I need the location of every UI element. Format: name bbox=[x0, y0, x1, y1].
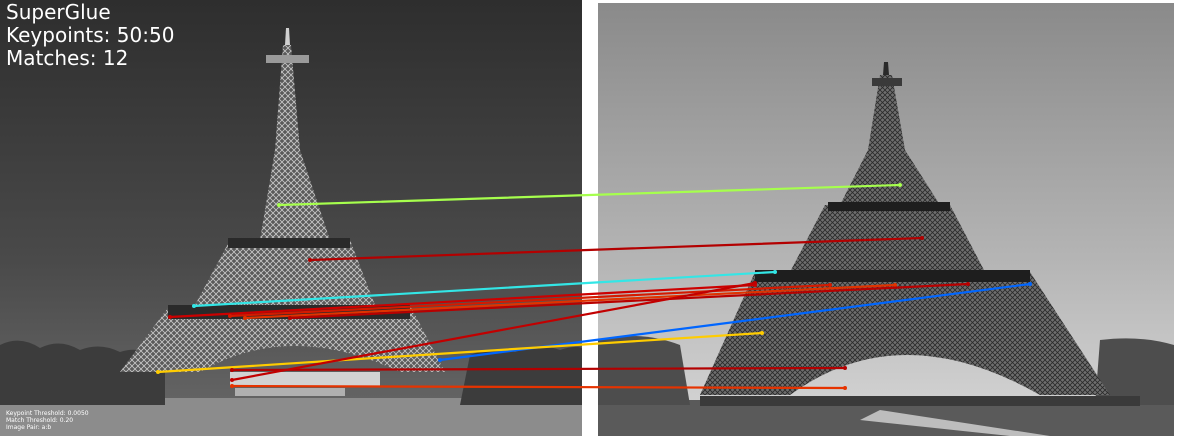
left-keypoint bbox=[228, 314, 232, 318]
match-line bbox=[192, 270, 777, 308]
match-line bbox=[230, 366, 847, 372]
left-keypoint bbox=[277, 203, 281, 207]
match-line bbox=[228, 283, 832, 318]
params-overlay: Keypoint Threshold: 0.0050 Match Thresho… bbox=[6, 410, 89, 431]
match-line bbox=[230, 384, 847, 390]
match-line bbox=[168, 283, 757, 319]
right-keypoint bbox=[1028, 282, 1032, 286]
left-keypoint bbox=[308, 258, 312, 262]
match-line bbox=[308, 236, 924, 262]
left-keypoint bbox=[168, 315, 172, 319]
keypoint-threshold-label: Keypoint Threshold: 0.0050 bbox=[6, 410, 89, 417]
left-keypoint bbox=[230, 368, 234, 372]
left-keypoint bbox=[288, 316, 292, 320]
right-keypoint bbox=[753, 281, 757, 285]
right-keypoint bbox=[843, 366, 847, 370]
right-keypoint bbox=[828, 283, 832, 287]
right-image bbox=[598, 3, 1174, 436]
right-keypoint bbox=[966, 282, 970, 286]
right-keypoint bbox=[760, 331, 764, 335]
left-keypoint bbox=[230, 384, 234, 388]
right-keypoint bbox=[843, 386, 847, 390]
title-label: SuperGlue bbox=[6, 0, 111, 24]
match-lines bbox=[156, 183, 1032, 390]
left-keypoint bbox=[438, 358, 442, 362]
right-keypoint bbox=[920, 236, 924, 240]
match-threshold-label: Match Threshold: 0.20 bbox=[6, 417, 74, 424]
matches-label: Matches: 12 bbox=[6, 46, 129, 70]
right-keypoint bbox=[898, 183, 902, 187]
left-keypoint bbox=[156, 370, 160, 374]
match-line bbox=[243, 283, 897, 320]
match-line bbox=[277, 183, 902, 207]
left-keypoint bbox=[192, 304, 196, 308]
right-keypoint bbox=[893, 283, 897, 287]
match-line bbox=[156, 331, 764, 374]
match-line bbox=[230, 281, 757, 382]
keypoints-label: Keypoints: 50:50 bbox=[6, 23, 175, 47]
right-keypoint bbox=[773, 270, 777, 274]
match-line bbox=[288, 282, 970, 320]
left-keypoint bbox=[243, 316, 247, 320]
left-keypoint bbox=[230, 378, 234, 382]
image-pair-label: Image Pair: a:b bbox=[6, 424, 52, 431]
info-overlay: SuperGlue Keypoints: 50:50 Matches: 12 bbox=[6, 1, 174, 70]
